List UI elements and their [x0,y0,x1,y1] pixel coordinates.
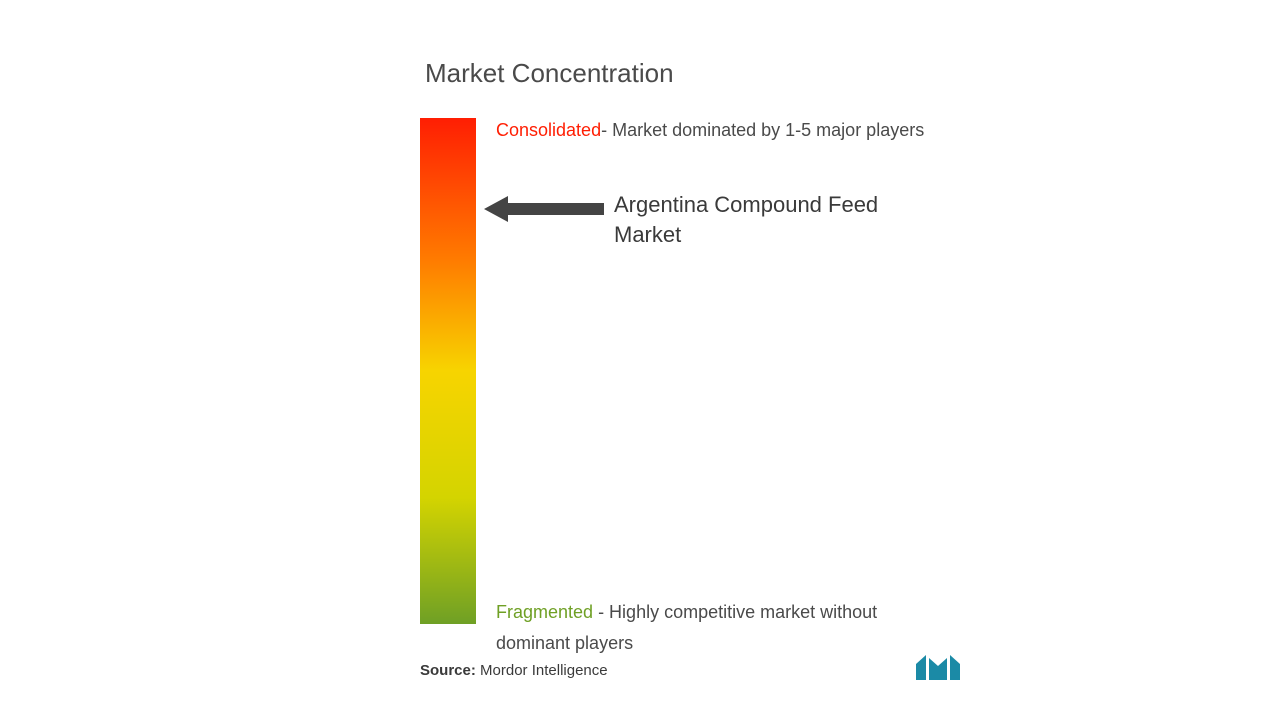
market-name-label: Argentina Compound Feed Market [614,190,924,249]
source-label: Source: [420,662,476,679]
consolidated-label: Consolidated- Market dominated by 1-5 ma… [496,120,924,141]
mordor-logo-icon [916,652,960,680]
fragmented-highlight: Fragmented [496,602,593,622]
source-attribution: Source: Mordor Intelligence [420,662,608,679]
consolidated-highlight: Consolidated [496,120,601,140]
fragmented-label: Fragmented - Highly competitive market w… [496,597,916,658]
source-value: Mordor Intelligence [480,662,608,679]
arrow-left-icon [484,196,604,222]
position-arrow [484,196,604,227]
consolidated-desc: - Market dominated by 1-5 major players [601,120,924,140]
chart-title: Market Concentration [425,58,674,89]
concentration-gradient-bar [420,118,476,624]
